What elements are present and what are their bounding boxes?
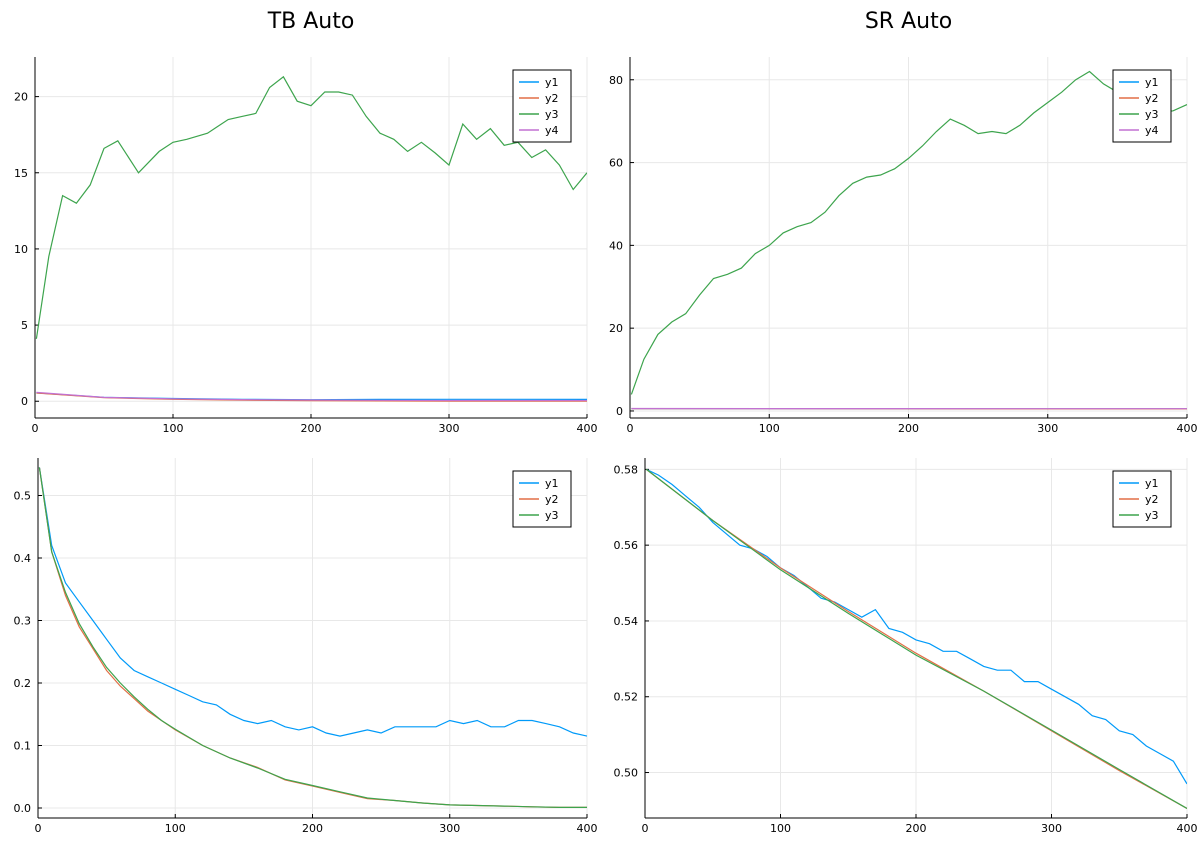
x-tick-label: 0 (32, 422, 39, 435)
legend-label-y1: y1 (1145, 477, 1159, 490)
legend-label-y1: y1 (1145, 76, 1159, 89)
series-line-y1 (38, 467, 587, 737)
y-tick-label: 0.5 (14, 490, 32, 503)
y-tick-label: 0.3 (14, 615, 32, 628)
y-tick-label: 0.52 (614, 691, 639, 704)
y-tick-label: 15 (14, 167, 28, 180)
series-line-y2 (38, 467, 587, 809)
x-tick-label: 0 (627, 422, 634, 435)
y-tick-label: 0.2 (14, 677, 32, 690)
x-tick-label: 100 (759, 422, 780, 435)
x-tick-label: 200 (301, 422, 322, 435)
legend-label-y2: y2 (545, 493, 559, 506)
y-tick-label: 0 (21, 395, 28, 408)
subplot-1: TB Auto 0 100 200 300 400 0 5 10 15 20 y1 y2 y3 y4 (14, 9, 598, 435)
x-tick-label: 200 (898, 422, 919, 435)
x-tick-label: 200 (302, 822, 323, 835)
series-line-y3 (630, 70, 1187, 395)
legend-label-y3: y3 (1145, 108, 1159, 121)
x-tick-label: 0 (35, 822, 42, 835)
chart-title: TB Auto (267, 9, 355, 34)
legend-label-y1: y1 (545, 477, 559, 490)
x-tick-label: 100 (163, 422, 184, 435)
y-tick-label: 20 (609, 322, 623, 335)
series-line-y1 (646, 468, 1187, 785)
y-tick-label: 5 (21, 319, 28, 332)
y-tick-label: 20 (14, 91, 28, 104)
legend-label-y2: y2 (545, 92, 559, 105)
x-tick-label: 200 (906, 822, 927, 835)
series-line-y4 (36, 391, 587, 402)
legend-label-y1: y1 (545, 76, 559, 89)
y-tick-label: 0.54 (614, 615, 639, 628)
x-tick-label: 300 (1037, 422, 1058, 435)
series-line-y3 (38, 467, 587, 809)
x-tick-label: 400 (577, 822, 598, 835)
y-tick-label: 0.4 (14, 552, 32, 565)
series-line-y1 (36, 392, 587, 401)
legend-label-y3: y3 (545, 108, 559, 121)
y-tick-label: 0.50 (614, 767, 639, 780)
y-tick-label: 0.0 (14, 802, 32, 815)
legend-label-y4: y4 (1145, 124, 1159, 137)
legend-label-y2: y2 (1145, 493, 1159, 506)
subplot-3: 0 100 200 300 400 0.0 0.1 0.2 0.3 0.4 0.5 y1 y2 y3 (14, 458, 598, 835)
x-tick-label: 400 (1177, 422, 1198, 435)
legend-box (1112, 69, 1172, 143)
legend-label-y4: y4 (545, 124, 559, 137)
x-tick-label: 300 (439, 422, 460, 435)
y-tick-label: 0 (616, 405, 623, 418)
x-tick-label: 100 (165, 822, 186, 835)
y-tick-label: 0.58 (614, 463, 639, 476)
subplot-2: SR Auto 0 100 200 300 400 0 20 40 60 80 y1 y2 y3 y4 (609, 9, 1198, 435)
legend-label-y3: y3 (1145, 509, 1159, 522)
y-tick-label: 0.56 (614, 539, 639, 552)
legend-label-y2: y2 (1145, 92, 1159, 105)
subplot-4: 0 100 200 300 400 0.50 0.52 0.54 0.56 0.58 y1 y2 y3 (614, 458, 1198, 835)
series-line-y3 (646, 468, 1187, 810)
x-tick-label: 300 (439, 822, 460, 835)
x-tick-label: 300 (1041, 822, 1062, 835)
legend-label-y3: y3 (545, 509, 559, 522)
y-tick-label: 10 (14, 243, 28, 256)
chart-title: SR Auto (865, 9, 952, 34)
x-tick-label: 400 (1177, 822, 1198, 835)
y-tick-label: 60 (609, 157, 623, 170)
y-tick-label: 0.1 (14, 740, 32, 753)
series-line-y2 (646, 468, 1187, 810)
x-tick-label: 0 (642, 822, 649, 835)
y-tick-label: 40 (609, 239, 623, 252)
legend-box (512, 470, 572, 528)
x-tick-label: 100 (770, 822, 791, 835)
x-tick-label: 400 (577, 422, 598, 435)
legend-box (512, 69, 572, 143)
series-line-y3 (35, 75, 587, 339)
y-tick-label: 80 (609, 74, 623, 87)
